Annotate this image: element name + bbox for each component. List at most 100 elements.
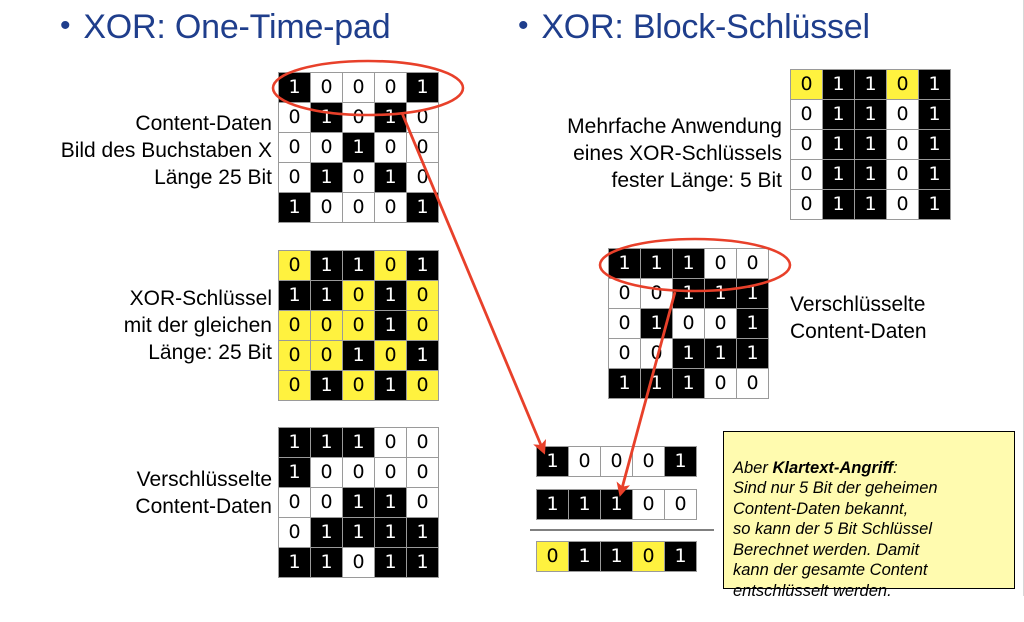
bit-cell: 0 <box>343 371 374 400</box>
bit-cell: 1 <box>343 428 374 457</box>
bit-cell: 1 <box>737 279 768 308</box>
bit-cell: 1 <box>855 190 886 219</box>
bit-cell: 0 <box>665 490 696 519</box>
bit-cell: 0 <box>375 428 406 457</box>
bit-cell: 0 <box>279 371 310 400</box>
bit-cell: 0 <box>673 309 704 338</box>
bit-cell: 1 <box>855 100 886 129</box>
bit-cell: 1 <box>823 100 854 129</box>
bit-cell: 1 <box>665 447 696 476</box>
bit-cell: 0 <box>633 490 664 519</box>
bit-cell: 0 <box>279 518 310 547</box>
bit-cell: 0 <box>279 251 310 280</box>
bullet-icon-right: • <box>518 9 529 42</box>
bit-cell: 1 <box>537 490 568 519</box>
bit-cell: 0 <box>633 542 664 571</box>
bit-cell: 1 <box>311 518 342 547</box>
bit-cell: 0 <box>311 73 342 102</box>
bit-cell: 1 <box>609 369 640 398</box>
bit-cell: 0 <box>343 193 374 222</box>
bit-cell: 0 <box>407 281 438 310</box>
bit-cell: 0 <box>343 73 374 102</box>
bit-cell: 1 <box>569 490 600 519</box>
bit-cell: 1 <box>919 190 950 219</box>
bit-cell: 0 <box>311 193 342 222</box>
bit-cell: 1 <box>823 160 854 189</box>
bit-cell: 0 <box>601 447 632 476</box>
bit-cell: 0 <box>737 249 768 278</box>
bit-cell: 1 <box>919 160 950 189</box>
bit-cell: 1 <box>705 279 736 308</box>
bit-cell: 0 <box>641 279 672 308</box>
bit-cell: 0 <box>609 309 640 338</box>
bit-cell: 1 <box>311 548 342 577</box>
title-right-text: XOR: Block-Schlüssel <box>541 8 870 46</box>
bit-cell: 1 <box>823 130 854 159</box>
bullet-icon-left: • <box>60 9 71 42</box>
bit-cell: 0 <box>791 70 822 99</box>
bit-cell: 1 <box>311 251 342 280</box>
bit-cell: 1 <box>673 369 704 398</box>
bit-cell: 0 <box>311 488 342 517</box>
bit-cell: 1 <box>311 103 342 132</box>
bit-cell: 1 <box>919 70 950 99</box>
bit-cell: 1 <box>641 249 672 278</box>
title-right: • XOR: Block-Schlüssel <box>518 8 870 47</box>
bit-cell: 1 <box>665 542 696 571</box>
bit-cell: 0 <box>633 447 664 476</box>
bit-cell: 1 <box>919 130 950 159</box>
bit-cell: 0 <box>311 341 342 370</box>
bit-cell: 0 <box>375 133 406 162</box>
bit-cell: 0 <box>705 369 736 398</box>
bit-cell: 1 <box>343 488 374 517</box>
bit-cell: 0 <box>609 339 640 368</box>
bit-cell: 1 <box>279 193 310 222</box>
bit-cell: 0 <box>375 251 406 280</box>
bit-cell: 0 <box>311 458 342 487</box>
bit-cell: 1 <box>737 309 768 338</box>
bit-cell: 1 <box>823 190 854 219</box>
bit-cell: 0 <box>705 249 736 278</box>
bit-cell: 0 <box>407 371 438 400</box>
bit-cell: 1 <box>375 371 406 400</box>
xor-divider-line <box>530 529 714 531</box>
bit-cell: 1 <box>601 490 632 519</box>
bit-cell: 1 <box>737 339 768 368</box>
bit-cell: 1 <box>537 447 568 476</box>
bit-cell: 1 <box>673 249 704 278</box>
bit-cell: 0 <box>279 488 310 517</box>
bit-cell: 0 <box>537 542 568 571</box>
bit-cell: 0 <box>343 281 374 310</box>
bit-cell: 0 <box>887 130 918 159</box>
bit-cell: 0 <box>569 447 600 476</box>
bit-cell: 1 <box>855 70 886 99</box>
bit-cell: 0 <box>311 311 342 340</box>
bit-cell: 0 <box>641 339 672 368</box>
bit-cell: 0 <box>375 193 406 222</box>
bit-cell: 1 <box>375 311 406 340</box>
bit-cell: 1 <box>343 133 374 162</box>
bit-cell: 1 <box>673 339 704 368</box>
note-body: Sind nur 5 Bit der geheimen Content-Date… <box>733 479 938 600</box>
bit-cell: 1 <box>279 428 310 457</box>
bit-cell: 1 <box>375 163 406 192</box>
bit-cell: 1 <box>375 548 406 577</box>
bit-cell: 1 <box>855 160 886 189</box>
bit-cell: 1 <box>343 518 374 547</box>
bit-cell: 0 <box>791 160 822 189</box>
bit-cell: 1 <box>407 251 438 280</box>
bit-cell: 0 <box>887 190 918 219</box>
bit-cell: 0 <box>609 279 640 308</box>
bit-cell: 0 <box>375 458 406 487</box>
bit-cell: 0 <box>279 103 310 132</box>
bit-cell: 0 <box>407 133 438 162</box>
bit-cell: 0 <box>407 428 438 457</box>
label-content-daten: Content-Daten Bild des Buchstaben X Läng… <box>60 112 272 189</box>
bit-cell: 0 <box>407 458 438 487</box>
klartext-angriff-note: Aber Klartext-Angriff: Sind nur 5 Bit de… <box>723 431 1015 600</box>
